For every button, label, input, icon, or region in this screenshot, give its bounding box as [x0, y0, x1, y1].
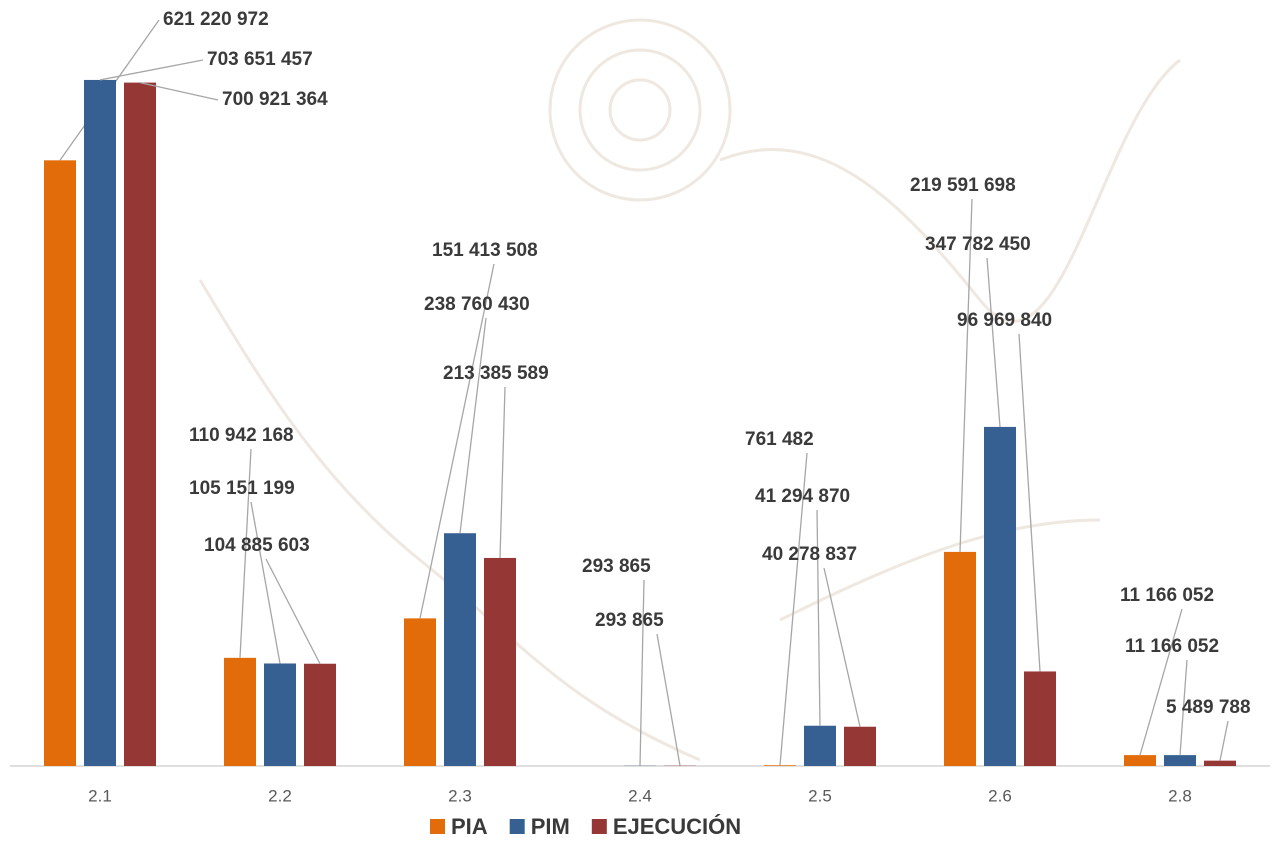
bar: [304, 664, 336, 766]
data-label: 703 651 457: [207, 49, 313, 70]
bar: [984, 427, 1016, 766]
bar: [1124, 755, 1156, 766]
leader-line: [1019, 334, 1040, 671]
data-label: 151 413 508: [432, 240, 538, 261]
data-label: 96 969 840: [957, 310, 1052, 331]
bar: [764, 765, 796, 766]
background-art: [200, 20, 1180, 760]
legend-swatch: [592, 819, 607, 834]
leader-line: [500, 387, 505, 558]
legend-label: PIM: [531, 814, 570, 839]
x-tick-label: 2.2: [268, 786, 292, 805]
bar: [404, 618, 436, 766]
bar: [944, 552, 976, 766]
data-label: 621 220 972: [163, 9, 269, 30]
legend-label: PIA: [451, 814, 488, 839]
data-label: 11 166 052: [1120, 585, 1214, 606]
data-label: 238 760 430: [424, 294, 530, 315]
bar: [224, 658, 256, 766]
data-label: 213 385 589: [443, 363, 549, 384]
x-tick-label: 2.8: [1168, 786, 1192, 805]
data-label: 105 151 199: [189, 478, 295, 499]
data-label: 219 591 698: [910, 175, 1016, 196]
bar: [44, 160, 76, 766]
data-label: 700 921 364: [222, 89, 328, 110]
legend-label: EJECUCIÓN: [613, 814, 741, 839]
data-label: 40 278 837: [762, 544, 857, 565]
leader-line: [100, 60, 203, 80]
x-tick-label: 2.6: [988, 786, 1012, 805]
data-label: 761 482: [745, 429, 814, 450]
data-label: 11 166 052: [1125, 636, 1219, 657]
data-label: 347 782 450: [925, 234, 1031, 255]
data-label: 293 865: [582, 556, 651, 577]
bar: [844, 727, 876, 766]
x-tick-label: 2.3: [448, 786, 472, 805]
legend-swatch: [510, 819, 525, 834]
bar: [264, 663, 296, 766]
bar: [1024, 671, 1056, 766]
chart: 2.1 621 220 972 703 651 457 700 921 364 2.2 1…: [0, 0, 1276, 866]
leader-line: [640, 580, 644, 766]
data-label: 41 294 870: [755, 486, 850, 507]
bar: [124, 83, 156, 766]
leader-line: [1140, 609, 1182, 755]
leader-line: [987, 258, 1000, 427]
data-label: 104 885 603: [204, 535, 310, 556]
leader-line: [1220, 721, 1228, 761]
data-label: 293 865: [595, 610, 664, 631]
leader-line: [460, 318, 486, 533]
bar: [1164, 755, 1196, 766]
x-tick-label: 2.5: [808, 786, 832, 805]
leader-line: [266, 559, 320, 664]
bar: [804, 726, 836, 766]
leader-line: [251, 502, 280, 663]
leader-line: [817, 510, 820, 726]
bar: [84, 80, 116, 766]
legend-swatch: [430, 819, 445, 834]
data-label: 110 942 168: [189, 425, 294, 446]
x-tick-label: 2.4: [628, 786, 652, 805]
bar: [1204, 761, 1236, 766]
bar: [444, 533, 476, 766]
bar: [484, 558, 516, 766]
x-tick-label: 2.1: [88, 786, 112, 805]
data-label: 5 489 788: [1166, 697, 1251, 718]
